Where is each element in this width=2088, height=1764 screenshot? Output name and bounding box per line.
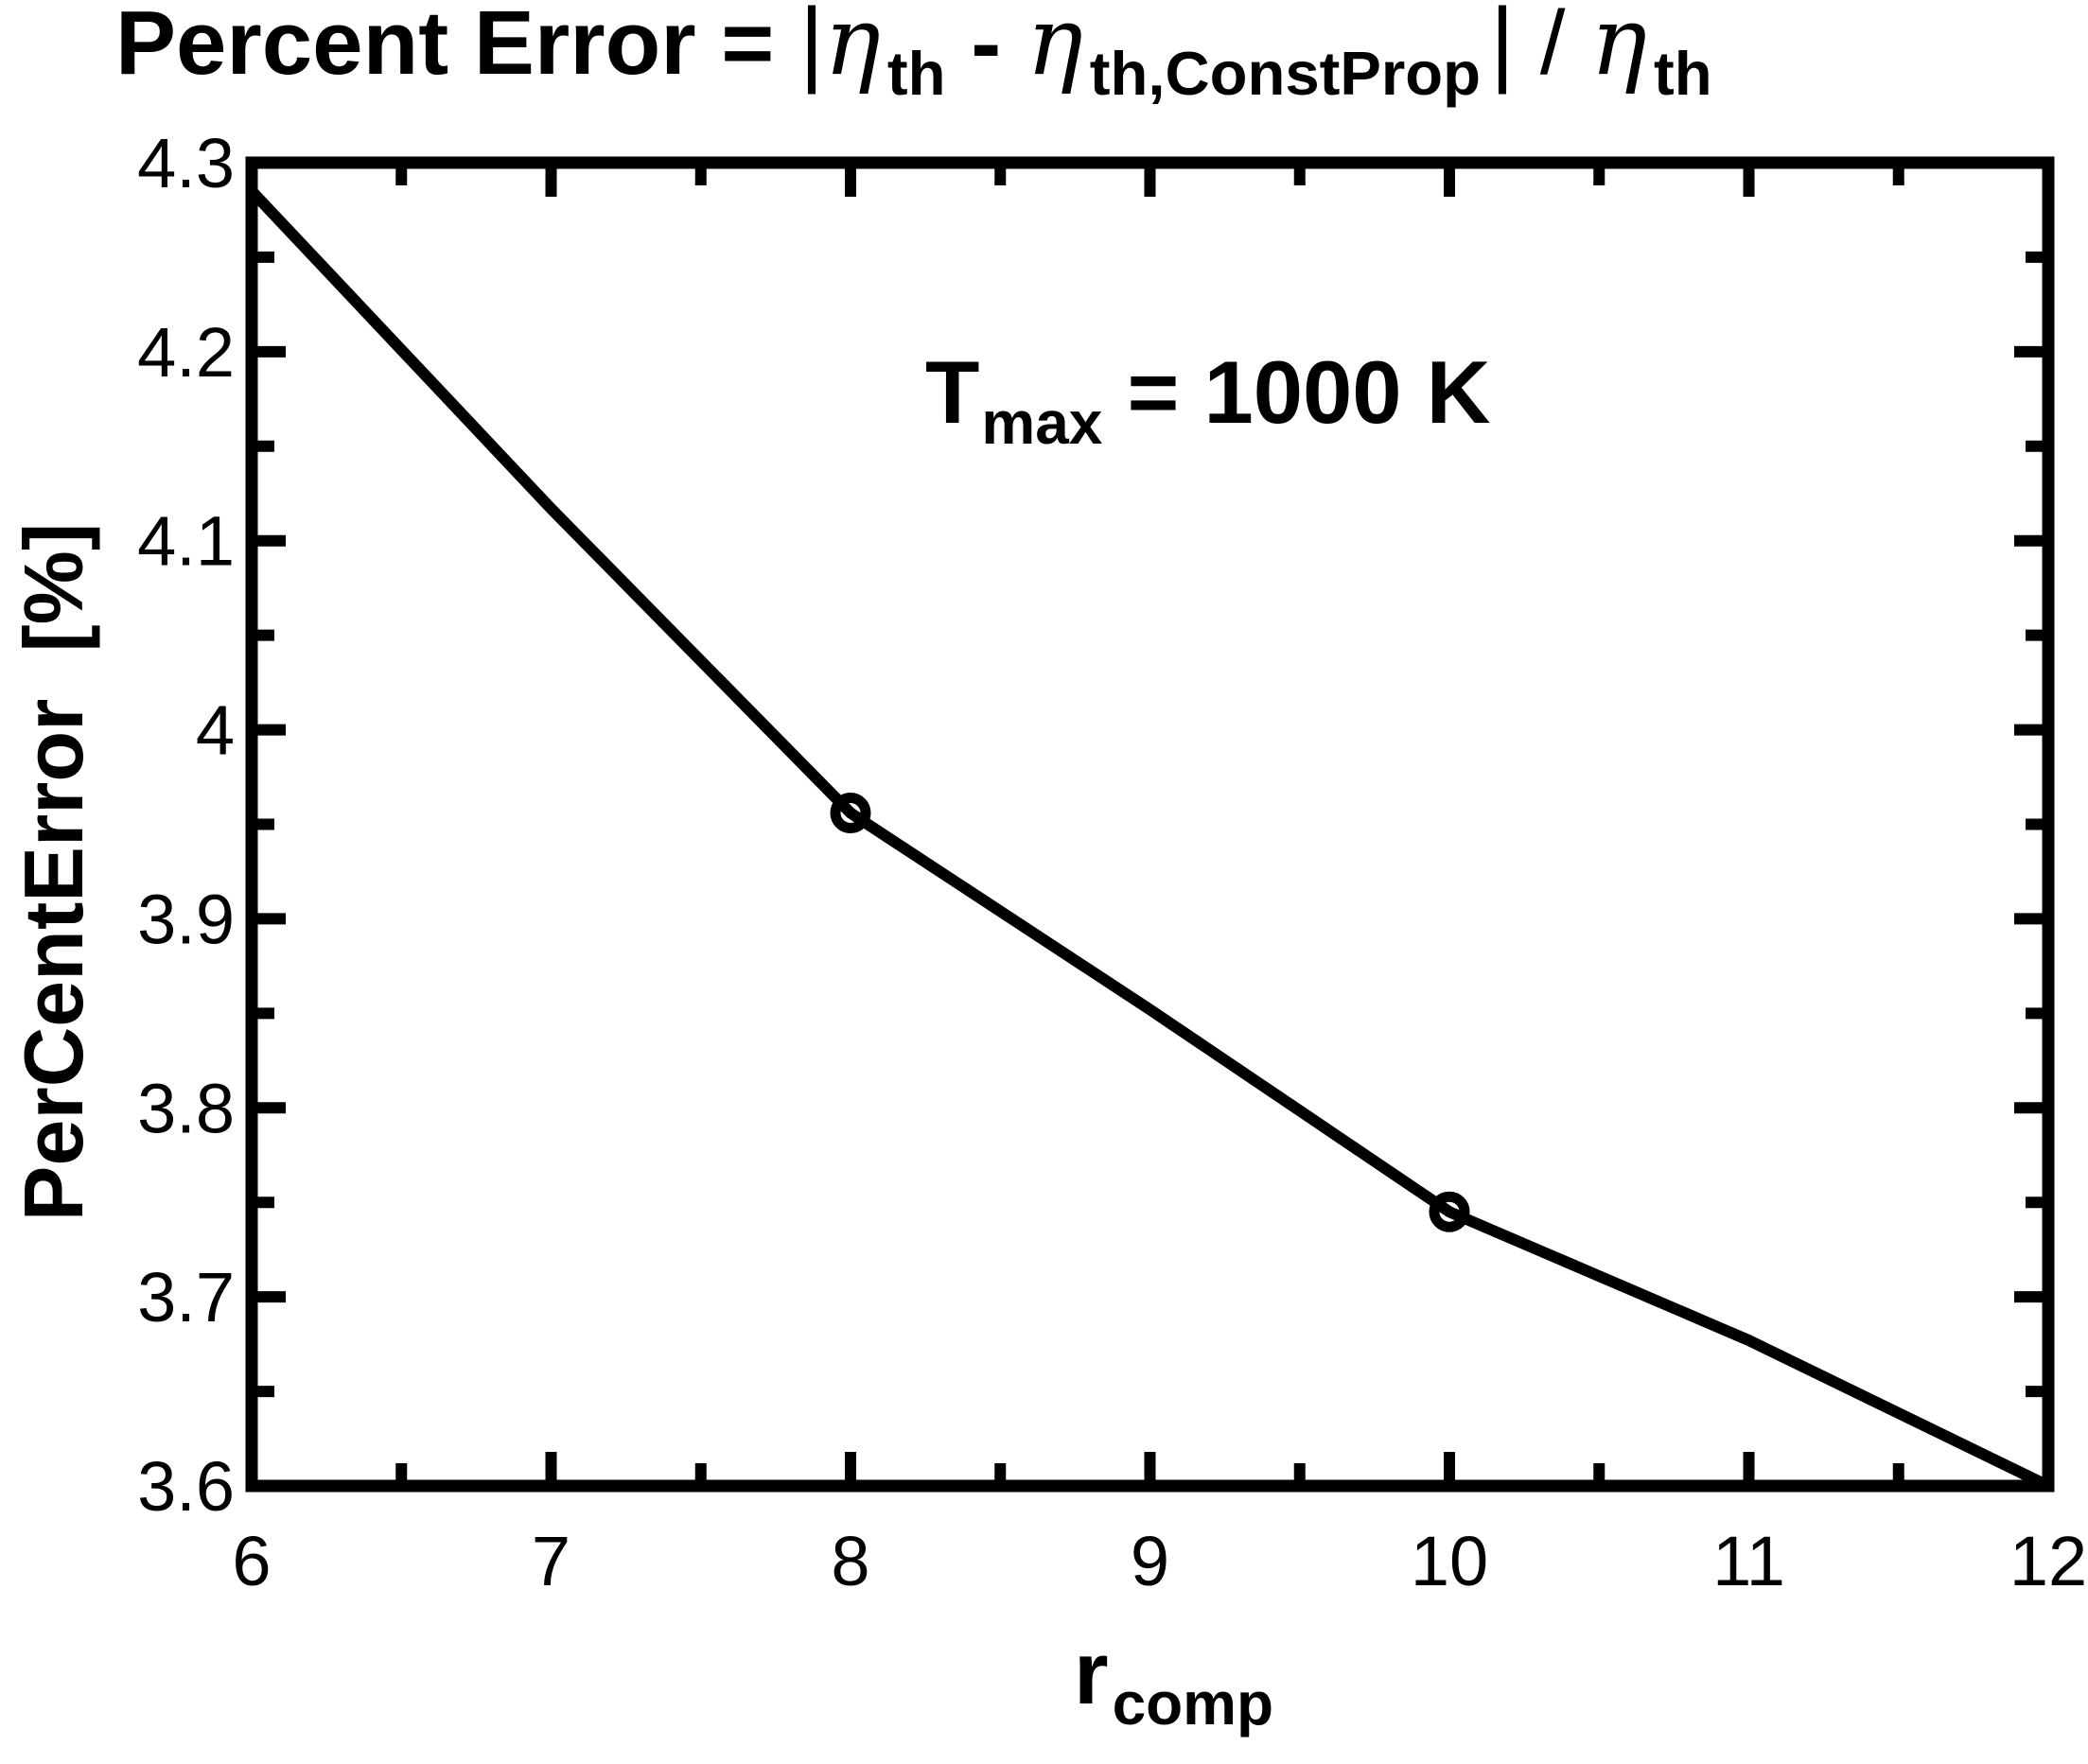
x-tick-label: 10 [1411, 1522, 1488, 1600]
title-slash: / [1515, 0, 1591, 94]
y-tick-label: 4.2 [137, 313, 235, 392]
x-tick-label: 6 [232, 1522, 271, 1600]
x-axis-label-base: r [1074, 1623, 1109, 1722]
y-tick-label: 3.9 [137, 880, 235, 958]
title-subscript-constprop: th,ConstProp [1089, 39, 1482, 109]
title-text: Percent Error = [115, 0, 799, 94]
title-minus: - [945, 0, 1026, 94]
x-tick-label: 12 [2009, 1522, 2087, 1600]
tmax-value: = 1000 K [1102, 342, 1491, 442]
eta-symbol: η [1590, 0, 1647, 96]
title-subscript-th: th [886, 39, 946, 109]
data-curve [247, 186, 2051, 1492]
y-tick-label: 3.6 [137, 1447, 235, 1526]
y-tick-label: 3.7 [137, 1258, 235, 1336]
x-tick-label: 9 [1131, 1522, 1169, 1600]
y-tick-label: 4 [196, 691, 235, 770]
title-abs-bar-close: | [1490, 0, 1516, 95]
data-point-marker [830, 793, 871, 834]
y-tick-label: 4.3 [137, 124, 235, 202]
plot-border [245, 156, 2055, 1493]
y-tick-label: 4.1 [137, 502, 235, 581]
tmax-annotation: Tmax = 1000 K [925, 348, 1491, 454]
x-axis-label-subscript: comp [1112, 1668, 1274, 1738]
x-tick-label: 8 [831, 1522, 869, 1600]
eta-symbol: η [1026, 0, 1083, 96]
x-tick-label: 11 [1712, 1522, 1785, 1600]
title-subscript-th2: th [1653, 39, 1712, 109]
eta-symbol: η [823, 0, 881, 96]
y-axis-label: PerCentError [%] [7, 522, 100, 1222]
x-axis-label: rcomp [1074, 1629, 1273, 1735]
tmax-symbol: T [925, 342, 980, 442]
chart-title: Percent Error = |η th - η th,ConstProp | / … [115, 0, 1712, 104]
x-tick-label: 7 [532, 1522, 570, 1600]
data-point-marker [1429, 1191, 1470, 1232]
y-tick-label: 3.8 [137, 1069, 235, 1147]
title-abs-bar-open: | [799, 0, 824, 95]
tmax-subscript: max [981, 388, 1103, 457]
